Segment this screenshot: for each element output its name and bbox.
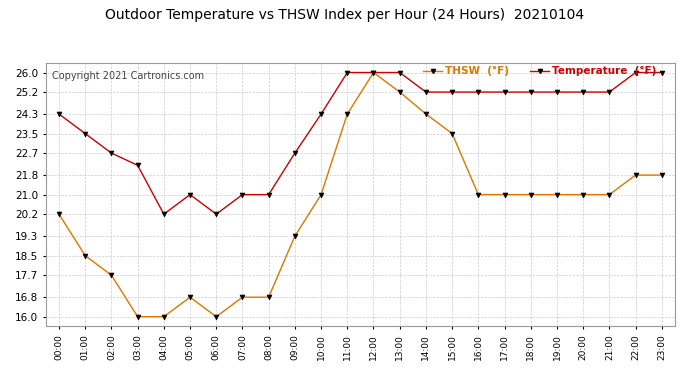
Text: THSW  (°F): THSW (°F) <box>445 66 509 76</box>
Text: Copyright 2021 Cartronics.com: Copyright 2021 Cartronics.com <box>52 70 204 81</box>
Text: Outdoor Temperature vs THSW Index per Hour (24 Hours)  20210104: Outdoor Temperature vs THSW Index per Ho… <box>106 8 584 21</box>
Text: Temperature  (°F): Temperature (°F) <box>552 66 657 76</box>
